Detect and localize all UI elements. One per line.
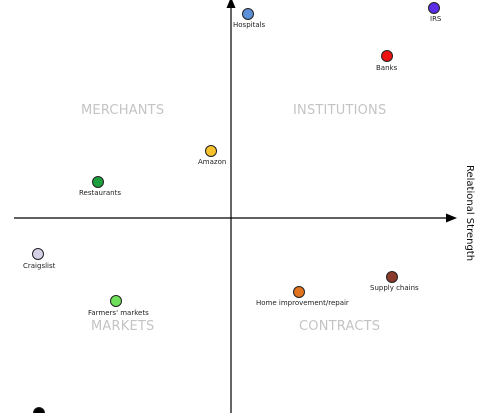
point-supply-chains [386,271,398,283]
point-label-amazon: Amazon [198,158,227,166]
axis-label-relational-strength: Relational Strength [464,165,475,262]
quadrant-label-institutions: INSTITUTIONS [293,103,387,118]
point-farmers-markets [110,295,122,307]
point-banks [381,50,393,62]
point-label-craigslist: Craigslist [23,262,56,270]
point-label-restaurants: Restaurants [79,189,121,197]
point-label-irs: IRS [430,15,442,23]
point-craigslist [32,248,44,260]
quadrant-label-markets: MARKETS [91,319,155,334]
quadrant-label-contracts: CONTRACTS [299,319,381,334]
vertical-axis-arrow [226,0,236,8]
quadrant-label-merchants: MERCHANTS [81,103,165,118]
horizontal-axis-arrow [446,213,457,223]
point-irs [428,2,440,14]
point-restaurants [92,176,104,188]
point-label-farmers-markets: Farmers' markets [88,309,149,317]
point-hospitals [242,8,254,20]
data-points [32,2,440,413]
point-label-home-improvement-repair: Home improvement/repair [256,299,349,307]
point-label-supply-chains: Supply chains [370,284,419,292]
point-amazon [205,145,217,157]
point-unlabeled [33,407,45,413]
point-label-banks: Banks [376,64,398,72]
point-label-hospitals: Hospitals [233,21,266,29]
point-home-improvement-repair [293,286,305,298]
